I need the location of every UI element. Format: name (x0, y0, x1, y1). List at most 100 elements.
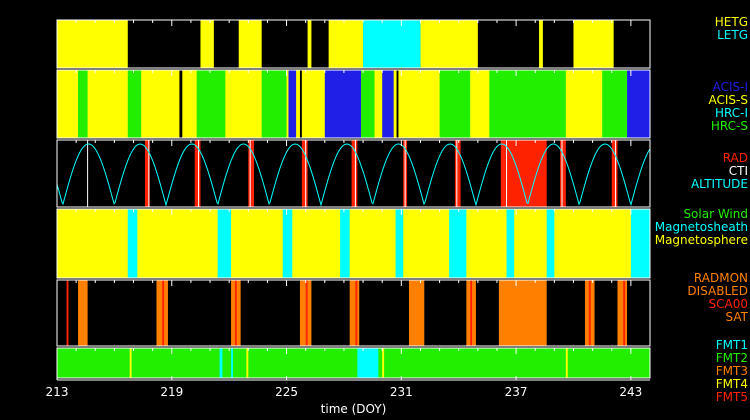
segment-red (470, 280, 473, 346)
segment-red (162, 280, 165, 346)
segment-cyan (449, 209, 467, 278)
panel-frame (56, 69, 651, 139)
legend-solar-wind: Solar Wind (683, 207, 748, 221)
panel-radiation (56, 139, 651, 208)
segment-cyan (546, 209, 555, 278)
x-tick-label: 225 (275, 385, 298, 399)
panel-format (56, 347, 651, 379)
panel-background (57, 348, 650, 378)
segment-red (355, 280, 358, 346)
segment-blue (288, 70, 297, 138)
segment-red (623, 280, 626, 346)
segment-red (611, 140, 618, 207)
segment-red (305, 280, 308, 346)
legend-hetg: HETG (715, 15, 748, 29)
segment-yellow (328, 20, 364, 68)
segment-green (361, 70, 375, 138)
legend-letg: LETG (717, 28, 748, 42)
segment-green (602, 70, 628, 138)
segment-green (196, 70, 226, 138)
segment-yellow (129, 348, 132, 378)
segment-green (489, 70, 566, 138)
segment-yellow (307, 20, 312, 68)
segment-red (301, 140, 308, 207)
panel-radmon (56, 279, 651, 347)
legend-fmt5: FMT5 (716, 390, 748, 404)
legend-magnetosphere: Magnetosphere (655, 233, 748, 247)
segment-yellow (573, 20, 614, 68)
segment-red (351, 140, 358, 207)
legend-fmt1: FMT1 (716, 338, 748, 352)
segment-cyan (231, 348, 233, 378)
x-tick-label: 231 (390, 385, 413, 399)
segment-blue (382, 70, 394, 138)
x-tick-label: 237 (505, 385, 528, 399)
segment-cyan (395, 209, 404, 278)
segment-yellow (539, 20, 543, 68)
panel-frame (56, 208, 651, 279)
segment-blue (627, 70, 650, 138)
segment-red (66, 280, 69, 346)
legend-fmt3: FMT3 (716, 364, 748, 378)
panel-region (56, 208, 651, 279)
panel-frame (56, 279, 651, 347)
panel-background (57, 209, 650, 278)
legend-sat: SAT (726, 310, 749, 324)
segment-cyan (363, 20, 421, 68)
legend-sca00: SCA00 (709, 297, 748, 311)
segment-orange (78, 280, 88, 346)
segment-black (299, 70, 302, 138)
segment-green (439, 70, 471, 138)
panel-instrument (56, 69, 651, 139)
panel-frame (56, 347, 651, 379)
legend-magnetosheath: Magnetosheath (655, 220, 748, 234)
segment-blue (324, 70, 362, 138)
segment-green (127, 70, 142, 138)
legend-acis-i: ACIS-I (713, 80, 748, 94)
segment-red (500, 140, 547, 207)
x-tick-label: 243 (619, 385, 642, 399)
segment-yellow (238, 20, 262, 68)
legend-hrc-s: HRC-S (711, 119, 748, 133)
legend-hrc-i: HRC-I (715, 106, 748, 120)
legend-rad: RAD (723, 151, 748, 165)
segment-red (144, 140, 150, 207)
x-axis-title: time (DOY) (321, 402, 387, 416)
legend-disabled: DISABLED (687, 284, 748, 298)
segment-orange (408, 280, 425, 346)
segment-cyan (506, 209, 515, 278)
segment-green (78, 70, 88, 138)
segment-black (396, 70, 399, 138)
panel-frame (56, 139, 651, 208)
legend-fmt4: FMT4 (716, 377, 748, 391)
segment-yellow (200, 20, 214, 68)
x-tick-label: 219 (160, 385, 183, 399)
altitude-curve (56, 143, 651, 207)
segment-red (234, 280, 237, 346)
segment-cyan (340, 209, 350, 278)
segment-cyan (219, 348, 223, 378)
legend-acis-s: ACIS-S (709, 93, 748, 107)
segment-green (261, 70, 287, 138)
x-tick-label: 213 (46, 385, 69, 399)
segment-yellow (246, 348, 249, 378)
segment-orange (617, 280, 628, 346)
segment-yellow (420, 20, 478, 68)
segment-orange (498, 280, 547, 346)
segment-cyan (630, 209, 650, 278)
segment-cyan (127, 209, 138, 278)
segment-black (179, 70, 183, 138)
legend-radmon: RADMON (694, 271, 748, 285)
segment-red (248, 140, 255, 207)
segment-cyan (217, 209, 232, 278)
segment-cyan (357, 348, 379, 378)
segment-yellow (565, 348, 568, 378)
segment-yellow (57, 20, 128, 68)
panel-frame (56, 19, 651, 69)
segment-red (194, 140, 201, 207)
segment-yellow (382, 348, 385, 378)
segment-orange (349, 280, 360, 346)
segment-red (588, 280, 591, 346)
segment-red (454, 140, 461, 207)
